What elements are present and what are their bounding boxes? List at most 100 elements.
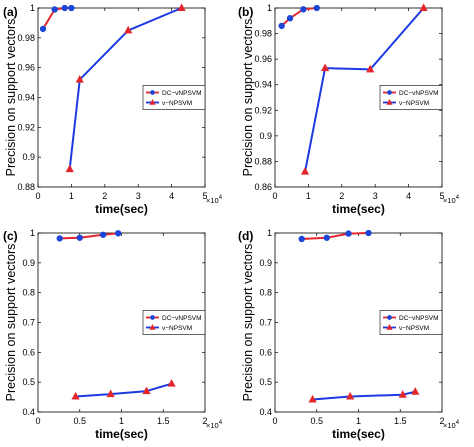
data-point-circle bbox=[323, 234, 330, 241]
panel-label: (a) bbox=[3, 5, 18, 19]
x-tick-label: 2 bbox=[102, 191, 107, 201]
x-tick-label: 0 bbox=[35, 416, 40, 426]
legend-entry: DC−νNPSVM bbox=[383, 315, 439, 322]
y-tick-label: 0.98 bbox=[17, 33, 35, 43]
y-axis-label: Precision on support vectors bbox=[241, 244, 255, 402]
chart-panel-b: 0 1 2 3 4 50.860.880.90.920.940.960.981×104DC… bbox=[238, 3, 460, 216]
x-scale-exponent: 4 bbox=[219, 420, 223, 426]
data-point-circle bbox=[114, 230, 122, 237]
legend-marker-circle bbox=[150, 90, 155, 95]
y-tick-label: 0.94 bbox=[254, 80, 272, 90]
legend-label: DC−νNPSVM bbox=[399, 315, 439, 322]
series-line bbox=[42, 7, 72, 30]
x-tick-label: 2 bbox=[439, 416, 444, 426]
x-tick-label: 0 bbox=[272, 191, 277, 201]
legend-marker-circle bbox=[387, 90, 392, 95]
y-tick-label: 0.6 bbox=[259, 347, 272, 357]
y-tick-label: 0.7 bbox=[22, 318, 35, 328]
x-tick-label: 4 bbox=[406, 191, 411, 201]
data-point-triangle bbox=[346, 391, 355, 400]
y-tick-label: 0.4 bbox=[22, 407, 35, 417]
legend-entry: ν−NPSVM bbox=[383, 324, 429, 332]
x-scale-base: ×10 bbox=[443, 421, 456, 430]
legend-label: ν−NPSVM bbox=[399, 325, 429, 332]
x-scale-exponent: 4 bbox=[219, 195, 223, 201]
legend-entry: DC−νNPSVM bbox=[146, 90, 202, 97]
legend-marker-circle bbox=[387, 315, 392, 320]
y-tick-label: 0.9 bbox=[259, 131, 272, 141]
series-line bbox=[304, 7, 425, 172]
x-scale-multiplier: ×104 bbox=[206, 420, 223, 430]
series-line bbox=[75, 382, 172, 398]
series-1 bbox=[65, 3, 186, 173]
y-tick-label: 1 bbox=[267, 228, 272, 238]
x-tick-label: 1.5 bbox=[394, 416, 407, 426]
x-tick-label: 0.5 bbox=[73, 416, 86, 426]
legend-label: DC−νNPSVM bbox=[399, 90, 439, 97]
legend-label: ν−NPSVM bbox=[162, 325, 192, 332]
legend-box bbox=[379, 310, 443, 335]
legend-entry: DC−νNPSVM bbox=[146, 315, 202, 322]
y-tick-label: 0.4 bbox=[259, 407, 272, 417]
y-tick-label: 0.8 bbox=[259, 288, 272, 298]
panel-label: (b) bbox=[238, 5, 253, 19]
legend-marker-triangle bbox=[386, 324, 393, 330]
data-point-triangle bbox=[419, 3, 428, 11]
x-scale-multiplier: ×104 bbox=[443, 420, 460, 430]
x-tick-label: 5 bbox=[202, 191, 207, 201]
y-tick-label: 0.96 bbox=[17, 63, 35, 73]
data-point-triangle bbox=[75, 75, 84, 83]
series-0 bbox=[298, 229, 372, 243]
x-axis-label: time(sec) bbox=[95, 202, 148, 216]
data-point-triangle bbox=[142, 386, 151, 395]
x-axis-label: time(sec) bbox=[95, 427, 148, 441]
y-tick-label: 0.96 bbox=[254, 54, 272, 64]
x-tick-label: 1.5 bbox=[157, 416, 170, 426]
data-point-circle bbox=[39, 25, 47, 33]
series-line bbox=[68, 7, 182, 170]
y-tick-label: 0.88 bbox=[17, 182, 35, 192]
y-tick-label: 1 bbox=[30, 228, 35, 238]
data-point-circle bbox=[365, 229, 372, 237]
legend-entry: ν−NPSVM bbox=[146, 99, 192, 107]
data-point-triangle bbox=[300, 167, 310, 175]
data-point-circle bbox=[298, 235, 305, 243]
series-line bbox=[281, 7, 317, 27]
y-tick-label: 0.86 bbox=[254, 182, 272, 192]
y-tick-label: 0.92 bbox=[254, 105, 272, 115]
data-point-triangle bbox=[71, 391, 80, 400]
x-tick-label: 5 bbox=[439, 191, 444, 201]
data-point-circle bbox=[76, 234, 83, 241]
legend-marker-triangle bbox=[149, 99, 156, 105]
y-tick-label: 0.9 bbox=[22, 258, 35, 268]
x-tick-label: 2 bbox=[339, 191, 344, 201]
y-tick-label: 0.9 bbox=[22, 152, 35, 162]
y-tick-label: 0.9 bbox=[259, 258, 272, 268]
y-tick-label: 0.88 bbox=[254, 156, 272, 166]
y-axis-label: Precision on support vectors bbox=[4, 244, 18, 402]
x-scale-exponent: 4 bbox=[456, 420, 460, 426]
data-point-circle bbox=[51, 6, 58, 13]
data-point-triangle bbox=[65, 164, 74, 173]
data-point-triangle bbox=[124, 25, 133, 34]
legend-entry: ν−NPSVM bbox=[383, 99, 429, 107]
series-0 bbox=[39, 4, 75, 33]
data-point-circle bbox=[300, 6, 307, 13]
x-scale-multiplier: ×104 bbox=[443, 195, 460, 205]
legend-marker-circle bbox=[150, 315, 155, 320]
x-scale-base: ×10 bbox=[206, 421, 219, 430]
x-tick-label: 4 bbox=[169, 191, 174, 201]
y-tick-label: 0.94 bbox=[17, 93, 35, 103]
y-tick-label: 0.5 bbox=[22, 377, 35, 387]
y-tick-label: 0.92 bbox=[17, 122, 35, 132]
y-tick-label: 0.8 bbox=[22, 288, 35, 298]
x-tick-label: 1 bbox=[306, 191, 311, 201]
legend-marker-triangle bbox=[149, 324, 156, 330]
legend-entry: ν−NPSVM bbox=[146, 324, 192, 332]
series-1 bbox=[308, 387, 420, 403]
x-tick-label: 0 bbox=[272, 416, 277, 426]
data-point-triangle bbox=[167, 379, 176, 387]
data-point-circle bbox=[313, 4, 320, 12]
